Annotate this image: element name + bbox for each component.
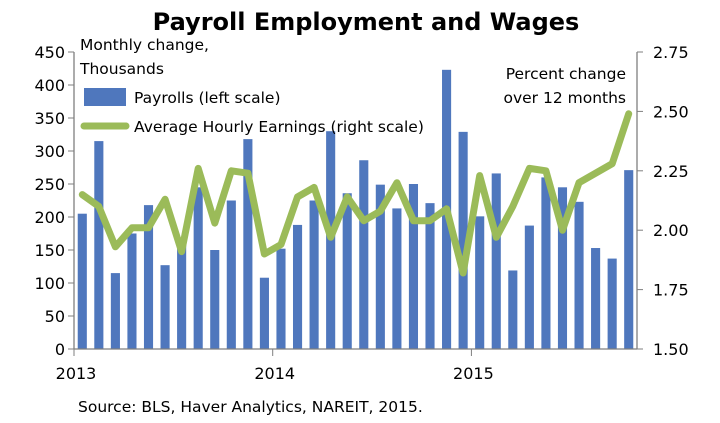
left-tick-label: 350 [34,109,65,128]
payroll-bar [243,139,253,349]
legend-swatch-payrolls [84,88,126,106]
payroll-bar [607,258,617,349]
right-tick-label: 1.75 [653,281,689,300]
payroll-bar [276,248,286,349]
payroll-bar [309,200,319,349]
payroll-bar [342,193,352,349]
payroll-bar [557,187,568,349]
payroll-bar [491,173,501,349]
payroll-bar [177,240,187,349]
payroll-bar [524,225,534,349]
payroll-bar [143,205,154,349]
right-tick-label: 2.75 [653,43,689,62]
left-tick-label: 0 [55,340,65,359]
legend-label-payrolls: Payrolls (left scale) [134,89,281,107]
payroll-bar [475,216,485,349]
payroll-bar [425,203,435,349]
right-axis-note-line1: Percent change [506,65,626,83]
payroll-bar [210,250,220,349]
left-tick-label: 400 [34,76,65,95]
payroll-bar [541,177,551,349]
legend-label-earnings: Average Hourly Earnings (right scale) [134,118,424,136]
payroll-bar [127,233,137,349]
payroll-bar [392,208,402,349]
payroll-bar [226,200,236,349]
left-tick-label: 300 [34,142,65,161]
left-tick-label: 200 [34,208,65,227]
right-tick-label: 2.00 [653,221,689,240]
payroll-bar [160,265,170,349]
right-tick-label: 1.50 [653,340,689,359]
left-tick-label: 450 [34,43,65,62]
x-tick-label: 2014 [254,364,295,383]
left-tick-label: 100 [34,274,65,293]
x-tick-label: 2015 [453,364,494,383]
right-tick-label: 2.50 [653,102,689,121]
left-axis-note-line1: Monthly change, [80,36,209,54]
legend: Payrolls (left scale) Average Hourly Ear… [80,88,424,136]
payroll-bar [259,277,269,349]
earnings-line-layer [78,110,633,277]
payroll-bar [77,213,87,349]
payroll-bar [624,170,634,349]
chart-title: Payroll Employment and Wages [153,8,580,36]
left-tick-label: 250 [34,175,65,194]
source-note: Source: BLS, Haver Analytics, NAREIT, 20… [78,398,423,416]
payroll-bar [359,160,369,349]
left-axis-note-line2: Thousands [79,60,164,78]
payroll-bar [508,270,518,349]
earnings-line [78,110,633,277]
payroll-bar [94,141,104,349]
payroll-bar [110,273,120,349]
right-axis-note-line2: over 12 months [503,89,626,107]
left-tick-label: 50 [45,307,65,326]
payroll-bar [591,248,601,349]
right-tick-label: 2.25 [653,162,689,181]
payroll-bar [292,224,303,349]
x-tick-label: 2013 [56,364,97,383]
payroll-bar [458,131,468,349]
left-tick-label: 150 [34,241,65,260]
payroll-bar [193,187,203,349]
payroll-bar [375,184,385,349]
payroll-bar [574,201,584,349]
axes: 0 50 100 150 200 250 300 350 400 450 1.50 1.75 2.00 2… [34,43,688,383]
payroll-bar [408,184,419,349]
